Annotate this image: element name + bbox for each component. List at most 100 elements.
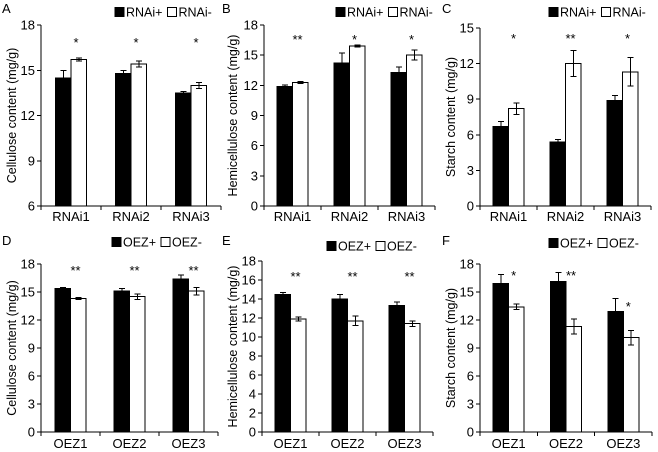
y-tick-label: 0 — [467, 425, 474, 440]
legend-label: OEZ- — [609, 237, 639, 251]
bar-rnai-plus-rnai2 — [549, 141, 566, 207]
error-bar-oez-minus-oez3 — [193, 286, 200, 296]
significance-marker: * — [133, 35, 138, 50]
error-bar-oez-minus-oez1 — [513, 303, 520, 311]
panel-e: E Hemicellulose content (mg/g) 0 2 4 6 8 10 12 14… — [222, 233, 434, 451]
significance-marker: ** — [566, 268, 576, 283]
y-tick-label: 3 — [467, 163, 474, 178]
y-tick-label: 15 — [460, 21, 474, 36]
bar-oez-plus-oez1 — [274, 293, 291, 433]
error-bar-oez-plus-oez3 — [393, 301, 400, 310]
significance-marker: ** — [292, 32, 302, 47]
bar-oez-minus-oez1 — [290, 318, 307, 433]
y-axis-title: Cellulose content (mg/g) — [5, 48, 19, 183]
bar-oez-minus-oez1 — [70, 298, 87, 433]
error-bar-rnai-minus-rnai3 — [411, 49, 418, 61]
x-tick-label: RNAi2 — [331, 209, 369, 224]
error-bar-oez-minus-oez3 — [409, 320, 416, 328]
bar-oez-minus-oez3 — [404, 323, 421, 433]
error-bar-oez-minus-oez1 — [75, 297, 82, 300]
legend-item-rnai-plus: RNAi+ — [114, 6, 162, 20]
error-bar-rnai-plus-rnai3 — [395, 66, 402, 78]
significance-marker: ** — [188, 263, 198, 278]
x-tick-label: RNAi2 — [547, 209, 585, 224]
error-bar-oez-plus-oez1 — [59, 286, 66, 290]
y-tick-label: 0 — [251, 199, 258, 214]
y-tick-label: 6 — [249, 368, 256, 383]
significance-marker: ** — [129, 263, 139, 278]
y-tick-label: 8 — [249, 349, 256, 364]
legend-swatch — [111, 237, 122, 247]
legend-swatch — [375, 241, 386, 251]
significance-marker: * — [73, 35, 78, 50]
x-tick-label: OEZ3 — [388, 436, 422, 451]
y-tick-label: 9 — [467, 92, 474, 107]
panel-a: A Cellulose content (mg/g) 6 9 12 15 18 RNAi1 * R… — [2, 1, 222, 224]
bar-rnai-minus-rnai3 — [406, 54, 423, 207]
error-bar-oez-plus-oez2 — [336, 293, 343, 305]
bar-rnai-plus-rnai3 — [606, 99, 623, 207]
bar-rnai-minus-rnai3 — [622, 71, 639, 207]
x-tick-label: RNAi1 — [52, 209, 90, 224]
y-tick-label: 6 — [28, 199, 35, 214]
error-bar-rnai-plus-rnai2 — [338, 52, 345, 74]
legend-item-oez-plus: OEZ+ — [548, 237, 593, 251]
bar-oez-minus-oez3 — [188, 290, 205, 433]
x-tick-label: OEZ1 — [274, 436, 308, 451]
error-bar-rnai-minus-rnai2 — [135, 60, 142, 68]
error-bar-rnai-minus-rnai3 — [627, 57, 634, 87]
legend-label: OEZ- — [172, 236, 202, 250]
bar-rnai-minus-rnai1 — [70, 59, 87, 207]
legend-label: RNAi- — [178, 6, 211, 20]
x-tick-label: RNAi1 — [274, 209, 312, 224]
significance-marker: ** — [290, 269, 300, 284]
error-bar-oez-plus-oez2 — [118, 287, 125, 295]
legend-label: OEZ+ — [560, 237, 593, 251]
y-tick-label: 9 — [28, 153, 35, 168]
x-tick-label: RNAi3 — [388, 209, 426, 224]
legend-item-rnai-plus: RNAi+ — [548, 6, 596, 20]
y-axis-title: Starch content (mg/g) — [444, 288, 458, 408]
y-tick-label: 12 — [244, 78, 258, 93]
bar-oez-minus-oez2 — [347, 320, 364, 433]
significance-marker: ** — [70, 263, 80, 278]
x-tick-label: OEZ3 — [172, 436, 206, 451]
error-bar-rnai-plus-rnai2 — [554, 139, 561, 145]
error-bar-rnai-plus-rnai3 — [611, 95, 618, 106]
bar-rnai-plus-rnai2 — [115, 72, 132, 207]
y-axis-title: Hemicellulose content (mg/g) — [226, 266, 240, 428]
y-tick-label: 16 — [242, 273, 256, 288]
error-bar-rnai-minus-rnai1 — [513, 102, 520, 116]
y-tick-label: 12 — [21, 313, 35, 328]
error-bar-rnai-minus-rnai1 — [297, 80, 304, 84]
y-tick-label: 15 — [244, 48, 258, 63]
error-bar-rnai-plus-rnai1 — [60, 69, 67, 86]
x-tick-label: RNAi3 — [172, 209, 210, 224]
y-axis-title: Cellulose content (mg/g) — [5, 280, 19, 415]
y-tick-label: 3 — [467, 397, 474, 412]
y-tick-label: 2 — [249, 406, 256, 421]
legend-item-rnai-minus: RNAi- — [600, 6, 646, 20]
x-tick-label: OEZ1 — [492, 436, 526, 451]
y-tick-label: 10 — [242, 330, 256, 345]
bar-oez-minus-oez3 — [622, 337, 640, 433]
legend-item-oez-minus: OEZ- — [597, 237, 639, 251]
bar-oez-minus-oez2 — [129, 296, 146, 433]
y-tick-label: 0 — [467, 199, 474, 214]
error-bar-oez-plus-oez1 — [279, 291, 286, 297]
legend-swatch — [166, 7, 177, 17]
bar-oez-plus-oez2 — [113, 290, 130, 433]
significance-marker: * — [193, 35, 198, 50]
y-tick-label: 12 — [460, 313, 474, 328]
error-bar-rnai-minus-rnai2 — [570, 50, 577, 78]
y-tick-label: 18 — [244, 18, 258, 33]
y-tick-label: 12 — [21, 108, 35, 123]
error-bar-rnai-minus-rnai3 — [195, 81, 202, 89]
significance-marker: * — [352, 32, 357, 47]
y-tick-label: 18 — [460, 257, 474, 272]
legend-item-rnai-minus: RNAi- — [166, 6, 212, 20]
bar-rnai-plus-rnai1 — [492, 125, 509, 207]
legend-swatch — [335, 7, 346, 17]
bar-rnai-plus-rnai1 — [55, 77, 72, 207]
